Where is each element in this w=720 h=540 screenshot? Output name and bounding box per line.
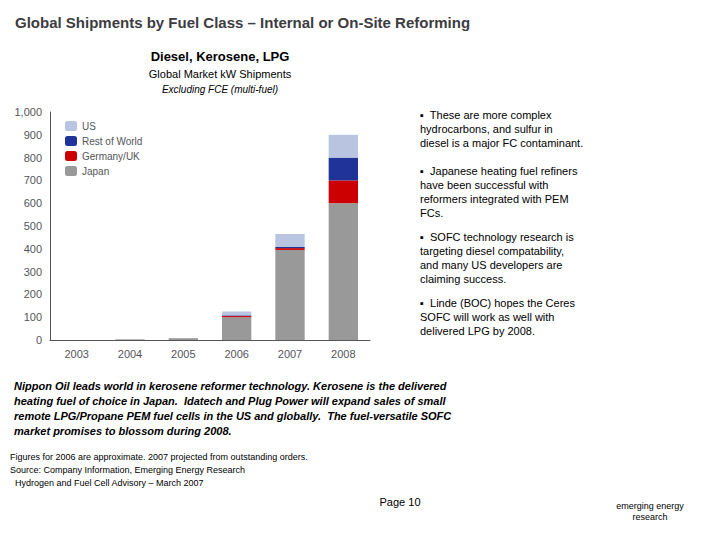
svg-text:700: 700	[24, 174, 42, 186]
svg-text:have been successful with: have been successful with	[420, 179, 548, 191]
svg-text:2005: 2005	[171, 348, 195, 360]
svg-text:delivered LPG by 2008.: delivered LPG by 2008.	[420, 325, 535, 337]
svg-text:900: 900	[24, 129, 42, 141]
svg-text:FCs.: FCs.	[420, 207, 443, 219]
svg-text:Page 10: Page 10	[380, 496, 421, 508]
svg-text:400: 400	[24, 243, 42, 255]
svg-text:600: 600	[24, 197, 42, 209]
svg-text:Germany/UK: Germany/UK	[82, 151, 140, 162]
svg-text:hydrocarbons, and sulfur in: hydrocarbons, and sulfur in	[420, 123, 553, 135]
svg-text:Excluding FCE (multi-fuel): Excluding FCE (multi-fuel)	[162, 84, 278, 95]
svg-text:reformers integrated with PEM: reformers integrated with PEM	[420, 193, 569, 205]
svg-text:2007: 2007	[278, 348, 302, 360]
svg-text:emerging energy: emerging energy	[616, 501, 684, 511]
svg-text:▪ Japanese heating fuel refin: ▪ Japanese heating fuel refiners	[420, 165, 578, 177]
svg-text:2008: 2008	[331, 348, 355, 360]
svg-text:remote LPG/Propane PEM fuel ce: remote LPG/Propane PEM fuel cells in the…	[14, 410, 452, 422]
svg-text:Global Shipments by Fuel Class: Global Shipments by Fuel Class – Interna…	[15, 14, 470, 31]
svg-text:targeting diesel compatability: targeting diesel compatability,	[420, 245, 564, 257]
svg-text:1,000: 1,000	[14, 106, 42, 118]
svg-text:Global Market kW Shipments: Global Market kW Shipments	[149, 68, 292, 80]
svg-text:2003: 2003	[64, 348, 88, 360]
svg-text:diesel is a major FC contamina: diesel is a major FC contaminant.	[420, 137, 583, 149]
svg-text:research: research	[632, 512, 667, 522]
svg-text:Hydrogen and Fuel Cell Advisor: Hydrogen and Fuel Cell Advisory – March …	[10, 478, 204, 488]
svg-text:Figures for 2006 are approxima: Figures for 2006 are approximate. 2007 p…	[10, 452, 308, 462]
svg-text:2004: 2004	[118, 348, 142, 360]
svg-text:Diesel, Kerosene, LPG: Diesel, Kerosene, LPG	[151, 49, 290, 64]
svg-text:▪ These are more complex: ▪ These are more complex	[420, 109, 552, 121]
svg-text:500: 500	[24, 220, 42, 232]
svg-text:Source: Company Information, E: Source: Company Information, Emerging En…	[10, 465, 245, 475]
svg-text:Nippon Oil leads world in kero: Nippon Oil leads world in kerosene refor…	[14, 380, 447, 392]
svg-text:heating fuel of choice in Japa: heating fuel of choice in Japan. Idatech…	[14, 395, 446, 407]
svg-text:2006: 2006	[224, 348, 248, 360]
svg-text:and many US developers are: and many US developers are	[420, 259, 562, 271]
svg-text:market promises to blossom dur: market promises to blossom during 2008.	[14, 425, 232, 437]
svg-text:100: 100	[24, 311, 42, 323]
svg-text:US: US	[82, 121, 96, 132]
svg-text:SOFC will work as well with: SOFC will work as well with	[420, 311, 554, 323]
svg-text:Rest of World: Rest of World	[82, 136, 142, 147]
svg-text:200: 200	[24, 288, 42, 300]
svg-text:0: 0	[36, 334, 42, 346]
svg-text:800: 800	[24, 152, 42, 164]
svg-text:▪ Linde (BOC) hopes the Ceres: ▪ Linde (BOC) hopes the Ceres	[420, 297, 575, 309]
svg-text:▪ SOFC technology research is: ▪ SOFC technology research is	[420, 231, 574, 243]
svg-text:claiming success.: claiming success.	[420, 273, 506, 285]
svg-text:Japan: Japan	[82, 166, 109, 177]
svg-text:300: 300	[24, 266, 42, 278]
